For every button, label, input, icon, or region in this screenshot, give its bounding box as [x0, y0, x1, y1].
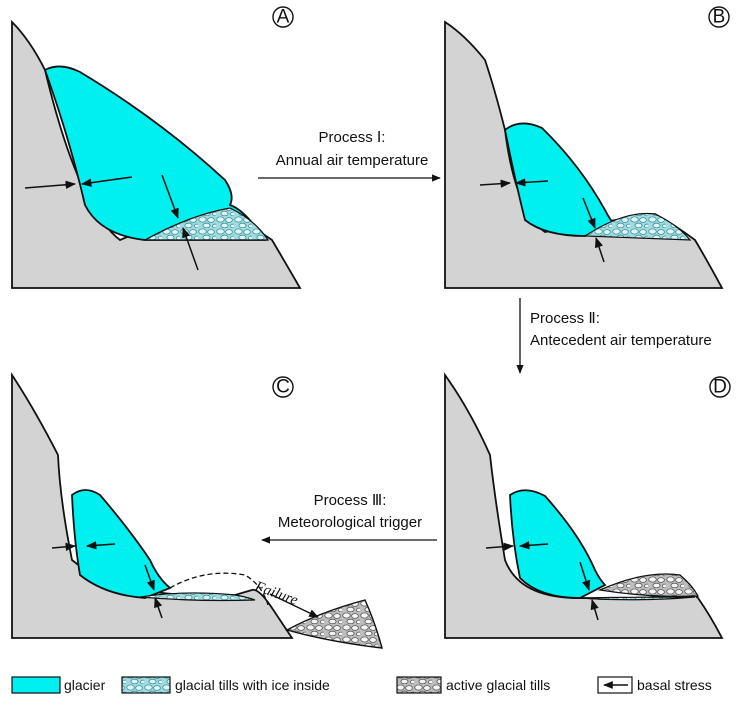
panel-b: B — [444, 6, 730, 289]
process-3: Process Ⅲ: Meteorological trigger — [261, 492, 437, 544]
stress-arrow-a1 — [24, 180, 77, 189]
ice-tills-c — [139, 592, 256, 602]
stress-arrow-a4 — [182, 227, 199, 271]
svg-text:A: A — [277, 7, 290, 28]
legend-swatch-glacier — [11, 676, 61, 694]
panel-label-d: D — [709, 376, 731, 398]
process-2-desc: Antecedent air temperature — [530, 332, 712, 349]
stress-arrow-d2 — [518, 541, 549, 550]
legend-label-ice-tills: glacial tills with ice inside — [175, 677, 330, 693]
legend-item-active-tills: active glacial tills — [396, 676, 550, 694]
legend: glacier glacial tills with ice inside ac… — [11, 676, 712, 694]
stress-arrow-c2 — [85, 541, 116, 550]
stress-arrow-b2 — [514, 178, 549, 187]
panel-label-b: B — [708, 6, 730, 28]
glacier-a — [43, 65, 267, 241]
svg-text:C: C — [276, 377, 290, 398]
failure-arrow — [269, 593, 319, 618]
slope-b — [444, 20, 724, 289]
failure-mass — [285, 599, 383, 649]
panel-label-a: A — [272, 6, 294, 28]
legend-swatch-active-tills — [396, 676, 442, 694]
panel-label-c: C — [272, 376, 294, 398]
process-1: Process Ⅰ: Annual air temperature — [258, 129, 441, 182]
legend-swatch-ice-tills — [121, 676, 171, 694]
active-tills-d — [597, 573, 700, 598]
svg-text:B: B — [713, 7, 726, 28]
stress-arrow-c4 — [154, 597, 163, 619]
stress-arrow-b3 — [582, 197, 596, 229]
legend-item-glacier: glacier — [11, 676, 106, 694]
stress-arrow-b1 — [479, 179, 512, 188]
svg-text:D: D — [713, 377, 727, 398]
process-3-title: Process Ⅲ: — [314, 492, 387, 509]
panel-d: D — [444, 372, 731, 639]
stress-arrow-a2 — [80, 176, 133, 187]
legend-label-basal-stress: basal stress — [637, 677, 712, 693]
process-2-title: Process Ⅱ: — [530, 310, 600, 327]
ice-tills-d — [579, 596, 696, 601]
legend-item-basal-stress: basal stress — [597, 676, 712, 694]
ice-tills-a — [142, 207, 270, 241]
process-2: Process Ⅱ: Antecedent air temperature — [516, 298, 712, 374]
panel-a: A — [11, 6, 302, 289]
legend-label-glacier: glacier — [64, 677, 106, 693]
legend-item-ice-tills: glacial tills with ice inside — [121, 676, 330, 694]
stress-arrow-d4 — [590, 598, 599, 621]
stress-arrow-a3 — [161, 174, 179, 219]
stress-arrow-d1 — [485, 542, 515, 551]
legend-label-active-tills: active glacial tills — [446, 677, 550, 693]
panel-c: Failure C — [11, 371, 383, 649]
stress-arrow-b4 — [595, 237, 605, 263]
glacier-d — [509, 489, 607, 599]
process-1-desc: Annual air temperature — [276, 152, 429, 169]
process-1-title: Process Ⅰ: — [319, 129, 386, 146]
glacier-c — [71, 489, 172, 599]
stress-arrow-d3 — [579, 561, 591, 591]
process-3-desc: Meteorological trigger — [278, 514, 422, 531]
stress-arrow-c3 — [144, 564, 155, 591]
ice-tills-b — [583, 212, 692, 241]
stress-arrow-c1 — [51, 542, 77, 552]
